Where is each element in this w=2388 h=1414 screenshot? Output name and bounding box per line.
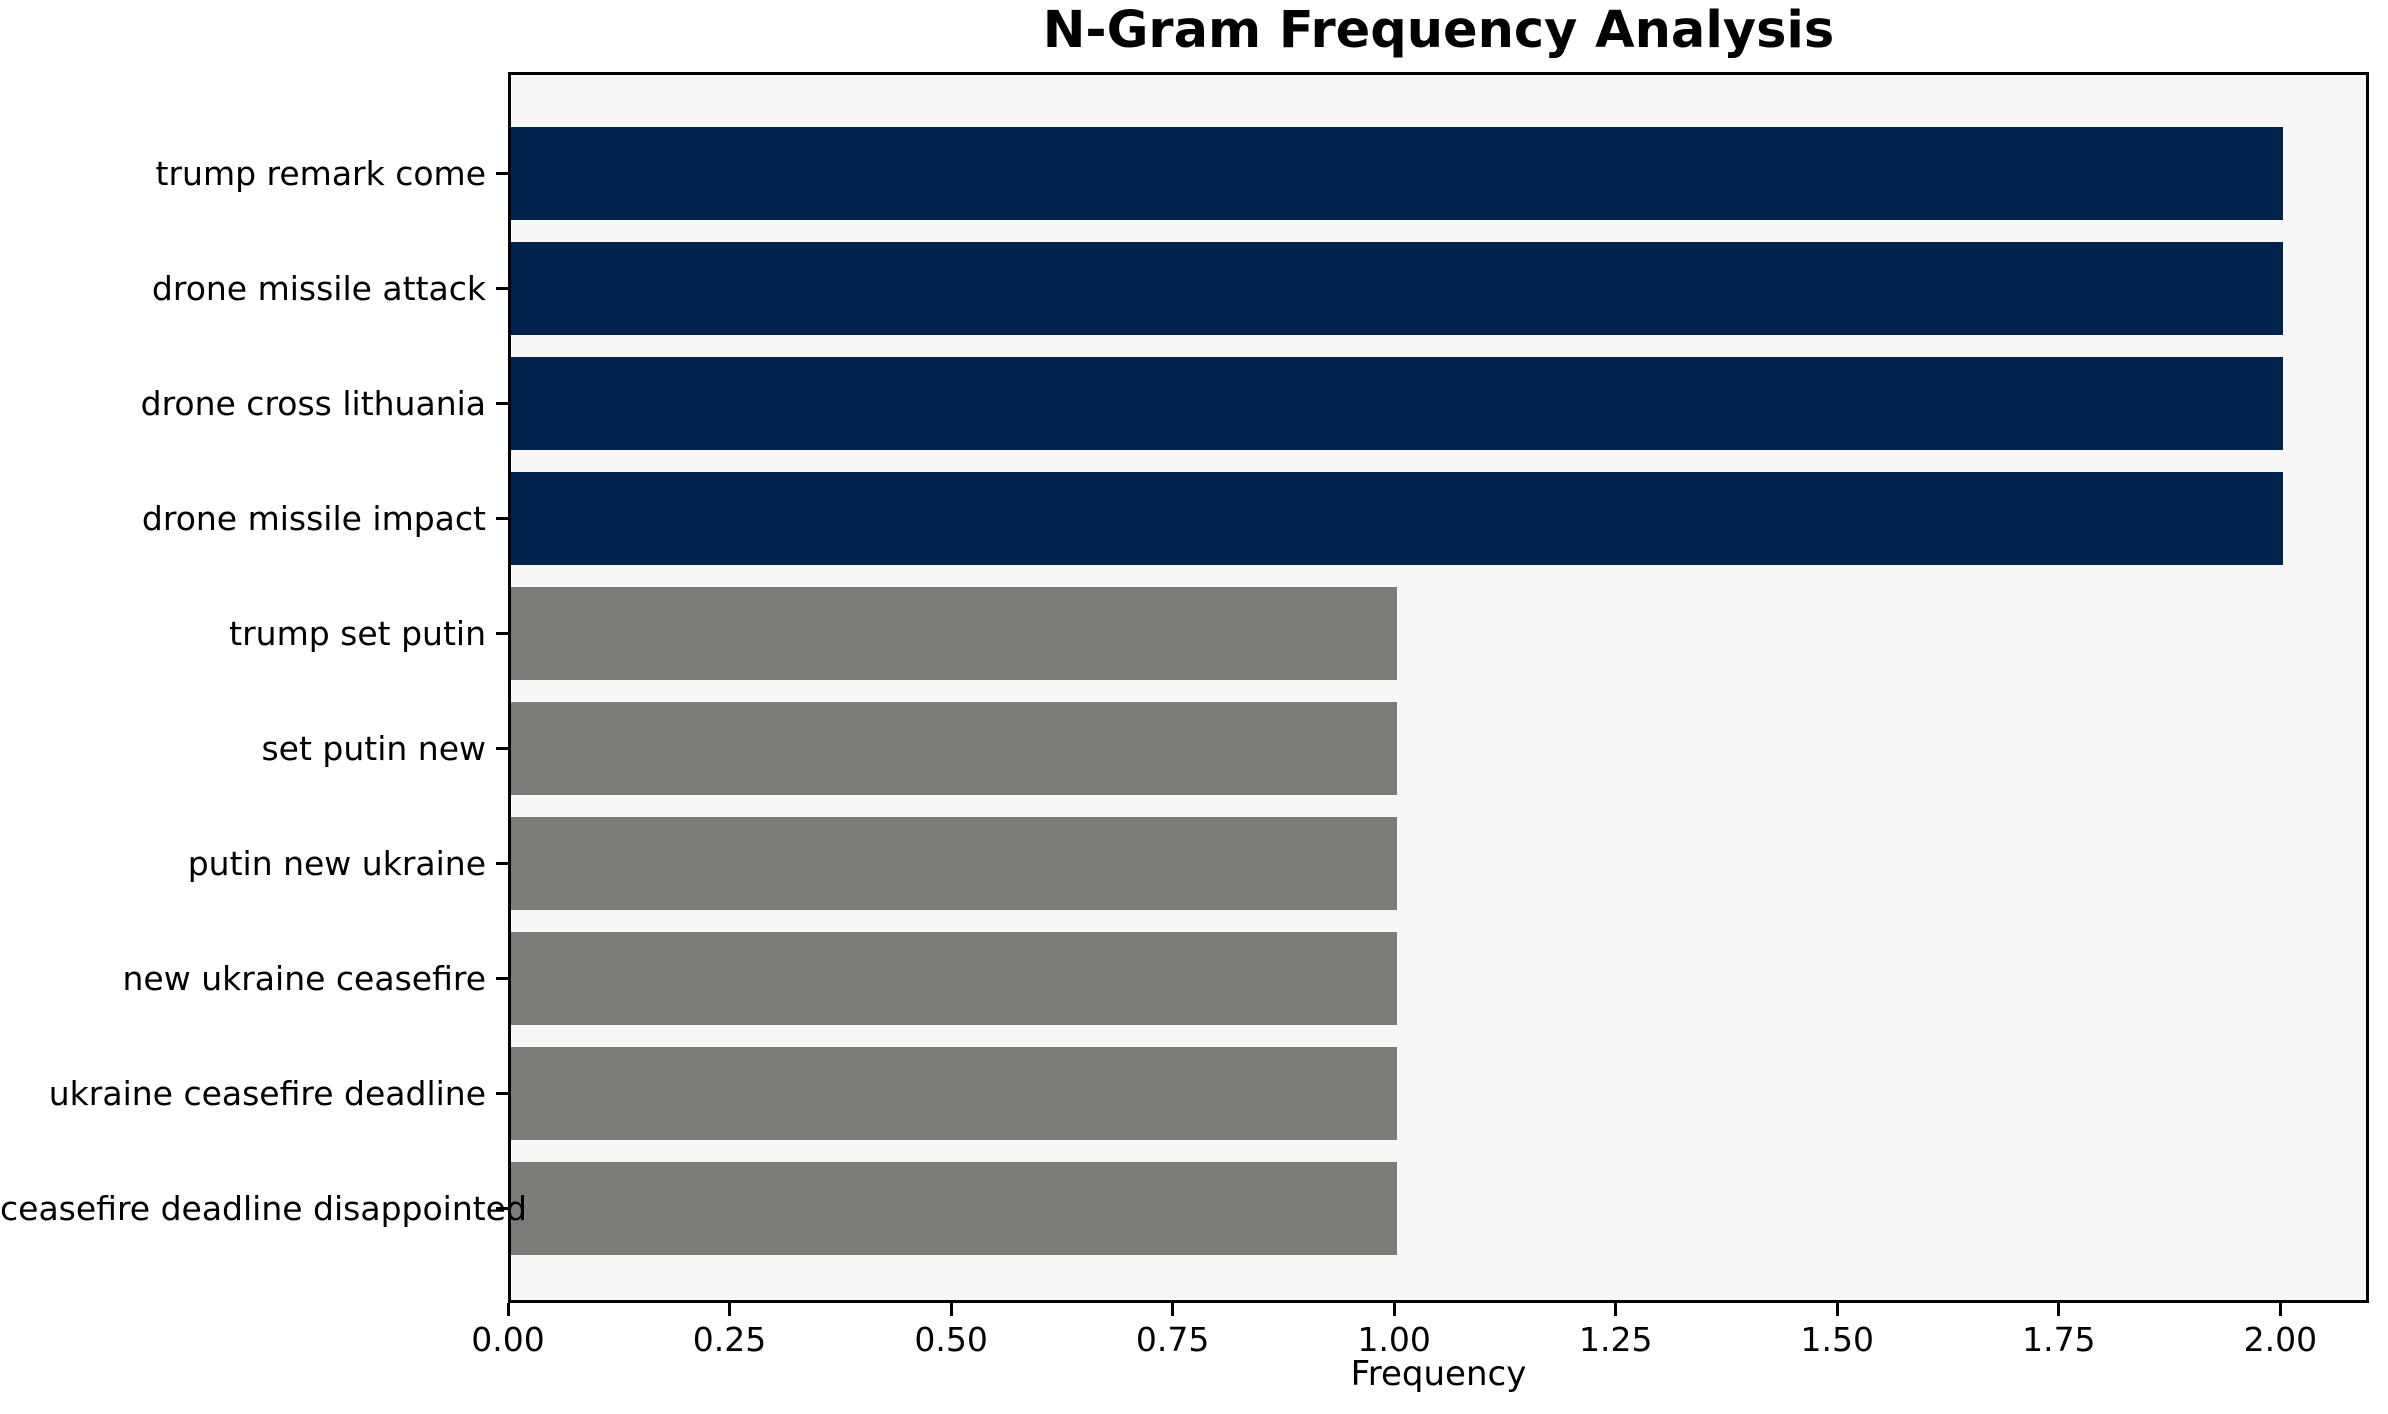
x-tick-label: 0.50: [914, 1320, 988, 1359]
x-tick-mark: [949, 1303, 953, 1316]
y-tick-mark: [496, 632, 508, 635]
x-tick-label: 0.25: [692, 1320, 767, 1359]
x-tick-mark: [506, 1303, 510, 1316]
y-tick-mark: [496, 747, 508, 750]
bar: [511, 817, 1397, 910]
y-tick-label: new ukraine ceasefire: [122, 958, 486, 998]
x-tick-label: 1.25: [1578, 1320, 1653, 1359]
y-tick-label: set putin new: [261, 728, 486, 768]
x-tick-mark: [1392, 1303, 1396, 1316]
x-tick-label: 0.75: [1135, 1320, 1210, 1359]
bar: [511, 242, 2283, 335]
x-tick-mark: [728, 1303, 732, 1316]
plot-area: [508, 72, 2369, 1303]
bar: [511, 127, 2283, 220]
bar: [511, 357, 2283, 450]
y-tick-label: putin new ukraine: [187, 843, 486, 883]
bar: [511, 702, 1397, 795]
y-tick-mark: [496, 862, 508, 865]
bar: [511, 932, 1397, 1025]
bar: [511, 1047, 1397, 1140]
bar: [511, 472, 2283, 565]
y-tick-mark: [496, 402, 508, 405]
x-tick-mark: [2057, 1303, 2061, 1316]
y-tick-label: trump remark come: [155, 153, 486, 193]
x-tick-label: 2.00: [2243, 1320, 2318, 1359]
y-tick-mark: [496, 287, 508, 290]
y-tick-mark: [496, 1092, 508, 1095]
x-axis-label: Frequency: [1350, 1354, 1527, 1394]
x-tick-mark: [2278, 1303, 2282, 1316]
x-tick-mark: [1614, 1303, 1618, 1316]
x-tick-mark: [1835, 1303, 1839, 1316]
y-tick-mark: [496, 977, 508, 980]
bar: [511, 587, 1397, 680]
y-tick-label: ukraine ceasefire deadline: [48, 1073, 486, 1113]
y-tick-label: trump set putin: [229, 613, 486, 653]
y-tick-label: ceasefire deadline disappointed: [0, 1188, 527, 1228]
y-tick-mark: [496, 172, 508, 175]
x-tick-mark: [1171, 1303, 1175, 1316]
y-tick-mark: [496, 517, 508, 520]
y-tick-mark: [496, 1207, 508, 1210]
chart-title: N-Gram Frequency Analysis: [1042, 1, 1835, 60]
y-tick-label: drone cross lithuania: [140, 383, 486, 423]
y-tick-label: drone missile impact: [141, 498, 486, 538]
y-tick-label: drone missile attack: [151, 268, 486, 308]
x-tick-label: 1.00: [1357, 1320, 1431, 1359]
x-tick-label: 0.00: [471, 1320, 545, 1359]
x-tick-label: 1.50: [1800, 1320, 1875, 1359]
x-tick-label: 1.75: [2022, 1320, 2096, 1359]
bar: [511, 1162, 1397, 1255]
